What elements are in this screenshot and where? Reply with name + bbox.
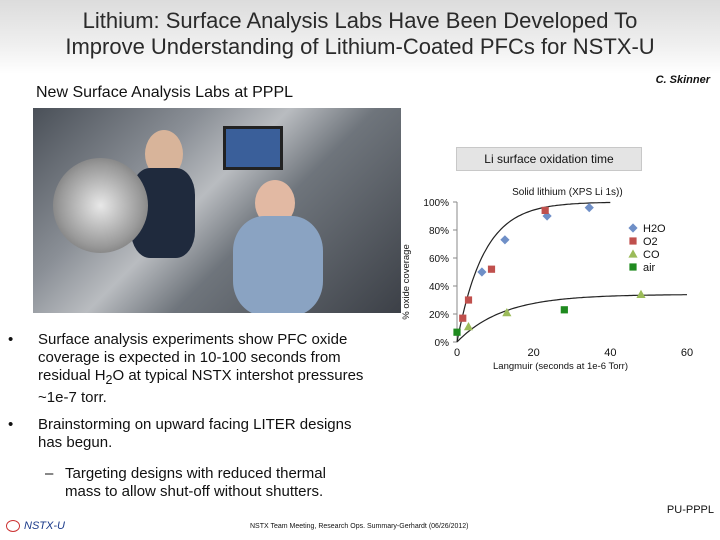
photo-person-right-body <box>233 216 323 313</box>
bullet-line: ~1e-7 torr. <box>38 389 107 406</box>
x-tick-label: 60 <box>681 347 693 359</box>
legend-label: CO <box>643 249 660 261</box>
bullet-line: residual H2O at typical NSTX intershot p… <box>38 367 363 389</box>
data-point-h2o <box>500 235 510 245</box>
data-point-co <box>636 289 646 298</box>
fit-curve-fast <box>456 201 611 343</box>
x-tick-label: 40 <box>604 347 616 359</box>
photo-vacuum-chamber <box>53 158 148 253</box>
x-tick-label: 0 <box>454 347 460 359</box>
sub-bullet-line: Targeting designs with reduced thermal <box>65 465 326 482</box>
bullet-line: Brainstorming on upward facing LITER des… <box>38 416 352 433</box>
bullet-marker: • <box>8 331 14 348</box>
data-point-h2o <box>477 267 487 277</box>
logo-text: NSTX-U <box>24 520 65 532</box>
y-tick-label: 20% <box>429 310 449 321</box>
lab-photo <box>33 108 401 313</box>
bullet-marker: • <box>8 416 14 433</box>
legend-label: O2 <box>643 236 658 248</box>
nstx-u-logo: NSTX-U <box>6 520 65 533</box>
y-tick-label: 80% <box>429 226 449 237</box>
legend-marker-o2 <box>629 237 637 245</box>
legend-marker-h2o <box>628 223 638 233</box>
bullet-text: Brainstorming on upward facing LITER des… <box>38 416 352 452</box>
y-tick-label: 0% <box>435 338 450 349</box>
data-point-o2 <box>487 265 496 273</box>
x-axis-label: Langmuir (seconds at 1e-6 Torr) <box>493 361 628 372</box>
photo-monitor <box>223 126 283 170</box>
data-point-air <box>560 306 568 314</box>
author-credit: C. Skinner <box>655 74 710 86</box>
slide-title: Lithium: Surface Analysis Labs Have Been… <box>0 8 720 60</box>
y-tick-label: 40% <box>429 282 449 293</box>
fit-curve-slow <box>456 294 687 343</box>
chart-title-box: Li surface oxidation time <box>456 147 642 171</box>
data-point-o2 <box>464 296 473 304</box>
sub-bullet-line: mass to allow shut-off without shutters. <box>65 483 324 500</box>
bullet-line: coverage is expected in 10-100 seconds f… <box>38 349 341 366</box>
chart-annotation: Solid lithium (XPS Li 1s)) <box>512 187 623 198</box>
oxidation-chart: 0% 20% 40% 60% 80% 100% 0 20 40 60 Langmuir (secon… <box>401 187 693 372</box>
y-tick-label: 60% <box>429 254 449 265</box>
bullet-text-fragment: residual H <box>38 367 106 384</box>
footer-meeting: NSTX Team Meeting, Research Ops. Summary… <box>250 523 469 530</box>
data-point-air <box>453 328 461 336</box>
data-point-o2 <box>459 314 467 322</box>
legend-label: H2O <box>643 223 666 235</box>
y-tick-label: 100% <box>423 198 449 209</box>
data-point-h2o <box>584 203 594 213</box>
bullet-text-fragment: O at typical NSTX intershot pressures <box>112 367 364 384</box>
footer-org: PU-PPPL <box>666 504 714 516</box>
data-point-co <box>463 322 474 331</box>
bullet-text: Surface analysis experiments show PFC ox… <box>38 331 363 407</box>
subscript: 2 <box>105 373 113 387</box>
data-point-co <box>502 308 512 317</box>
logo-ring-icon <box>6 520 20 533</box>
bullet-line: has begun. <box>38 434 113 451</box>
legend-label: air <box>643 262 656 274</box>
sub-bullet-text: Targeting designs with reduced thermal m… <box>65 465 385 501</box>
legend-marker-co <box>628 249 638 258</box>
sub-bullet-marker: – <box>45 465 54 482</box>
data-point-o2 <box>541 206 549 214</box>
title-line-2: Improve Understanding of Lithium-Coated … <box>65 34 655 59</box>
x-tick-label: 20 <box>528 347 540 359</box>
legend-marker-air <box>629 263 637 271</box>
labs-heading: New Surface Analysis Labs at PPPL <box>36 84 294 101</box>
bullet-line: Surface analysis experiments show PFC ox… <box>38 331 348 348</box>
title-line-1: Lithium: Surface Analysis Labs Have Been… <box>82 8 638 33</box>
y-axis-label: % oxide coverage <box>401 244 412 320</box>
title-band <box>0 0 720 74</box>
